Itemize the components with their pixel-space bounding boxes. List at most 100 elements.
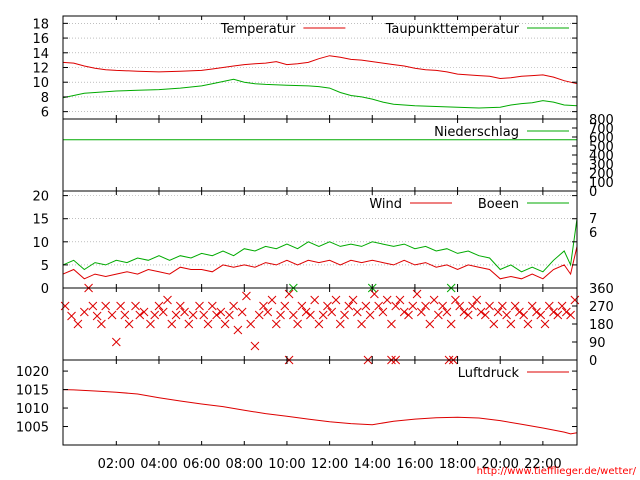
wind-direction-point	[116, 301, 125, 311]
wind-direction-point	[293, 319, 302, 329]
wind-direction-point	[374, 301, 384, 311]
wind-direction-point	[150, 310, 160, 320]
wind-direction-point	[408, 301, 418, 311]
wind-direction-point	[365, 310, 375, 320]
wind-direction-point	[489, 319, 499, 329]
x-tick-label: 12:00	[311, 457, 348, 472]
series-line-temperatur	[62, 55, 578, 85]
y-tick-label-right: 700	[589, 122, 614, 137]
wind-direction-point	[120, 310, 130, 320]
wind-direction-point	[92, 311, 102, 321]
legend-label: Niederschlag	[434, 125, 519, 140]
wind-direction-point	[188, 310, 198, 320]
x-tick-label: 08:00	[226, 457, 263, 472]
wind-direction-point	[459, 307, 469, 317]
legend-label: Wind	[369, 197, 402, 212]
wind-direction-point	[352, 307, 362, 317]
wind-direction-point	[442, 307, 452, 317]
wind-direction-point	[425, 319, 435, 329]
wind-direction-point	[532, 307, 541, 317]
wind-direction-point	[203, 319, 213, 329]
wind-direction-point	[523, 319, 533, 329]
wind-direction-point	[553, 310, 563, 320]
y-tick-label: 10	[32, 236, 49, 251]
wind-direction-point	[387, 319, 396, 329]
y-tick-label-right: 300	[589, 158, 614, 173]
wind-direction-point	[318, 310, 328, 320]
wind-direction-point	[139, 307, 149, 317]
wind-direction-point	[357, 319, 366, 329]
series-line-taupunkttemperatur	[62, 78, 578, 109]
wind-direction-point	[107, 310, 117, 320]
wind-direction-point	[480, 310, 490, 320]
wind-direction-point	[323, 301, 332, 311]
y-tick-label: 0	[41, 282, 49, 297]
wind-direction-point	[199, 310, 209, 320]
y-tick-label: 18	[32, 17, 49, 32]
y-tick-label-right: 600	[589, 131, 614, 146]
right-label: 7	[589, 212, 597, 227]
wind-direction-point	[476, 307, 486, 317]
x-tick-label: 02:00	[98, 457, 135, 472]
wind-direction-point	[310, 295, 320, 305]
wind-direction-point	[163, 295, 172, 305]
wind-direction-point	[184, 319, 194, 329]
wind-direction-point	[154, 301, 164, 311]
wind-direction-point	[259, 301, 268, 311]
x-tick-label: 10:00	[268, 457, 305, 472]
wind-direction-point	[566, 310, 575, 320]
wind-direction-point	[472, 295, 482, 305]
y-tick-label-right: 0	[589, 185, 597, 200]
wind-direction-point	[88, 301, 98, 311]
wind-direction-point	[455, 301, 465, 311]
wind-direction-point	[301, 307, 311, 317]
wind-direction-point	[263, 307, 273, 317]
y-tick-label: 20	[32, 190, 49, 205]
y-tick-label-right: 180	[589, 318, 614, 333]
wind-direction-point	[361, 301, 371, 311]
y-tick-label: 16	[32, 32, 49, 47]
wind-direction-point	[485, 301, 494, 311]
wind-direction-point	[446, 319, 456, 329]
y-tick-label: 6	[41, 106, 49, 121]
wind-direction-point	[382, 295, 392, 305]
y-tick-label-right: 800	[589, 113, 614, 128]
footer-credit: http://www.tiefflieger.de/wetter/	[477, 466, 637, 477]
grid-layer	[63, 23, 577, 289]
wind-direction-point	[225, 310, 234, 320]
wind-direction-point	[463, 310, 473, 320]
wind-direction-point	[288, 310, 298, 320]
wind-direction-point	[561, 307, 571, 317]
wind-direction-point	[468, 301, 477, 311]
wind-direction-point	[135, 310, 145, 320]
wind-direction-point	[416, 307, 426, 317]
panel-frame-wind_direction	[62, 287, 578, 361]
wind-direction-point	[340, 310, 349, 320]
data-layer	[60, 55, 580, 435]
wind-direction-point	[378, 307, 388, 317]
x-tick-label: 14:00	[354, 457, 391, 472]
legend-label: Taupunkttemperatur	[385, 22, 520, 37]
wind-direction-point	[515, 307, 524, 317]
x-tick-label: 04:00	[140, 457, 177, 472]
wind-direction-point	[536, 310, 546, 320]
wind-direction-point	[549, 307, 558, 317]
y-tick-label: 1020	[16, 365, 49, 380]
wind-direction-point	[220, 319, 230, 329]
wind-direction-point	[370, 289, 379, 299]
wind-direction-point	[250, 341, 260, 351]
y-tick-label-right: 500	[589, 140, 614, 155]
x-tick-label: 06:00	[183, 457, 220, 472]
right-label: 6	[589, 226, 597, 241]
wind-direction-point	[306, 310, 315, 320]
wind-direction-point	[276, 310, 285, 320]
y-tick-label: 12	[32, 62, 49, 77]
wind-direction-point	[111, 337, 121, 347]
x-tick-label: 16:00	[396, 457, 433, 472]
y-tick-label: 1005	[16, 421, 49, 436]
wind-direction-point	[429, 295, 439, 305]
wind-direction-point	[506, 319, 516, 329]
y-tick-label: 8	[41, 91, 49, 106]
